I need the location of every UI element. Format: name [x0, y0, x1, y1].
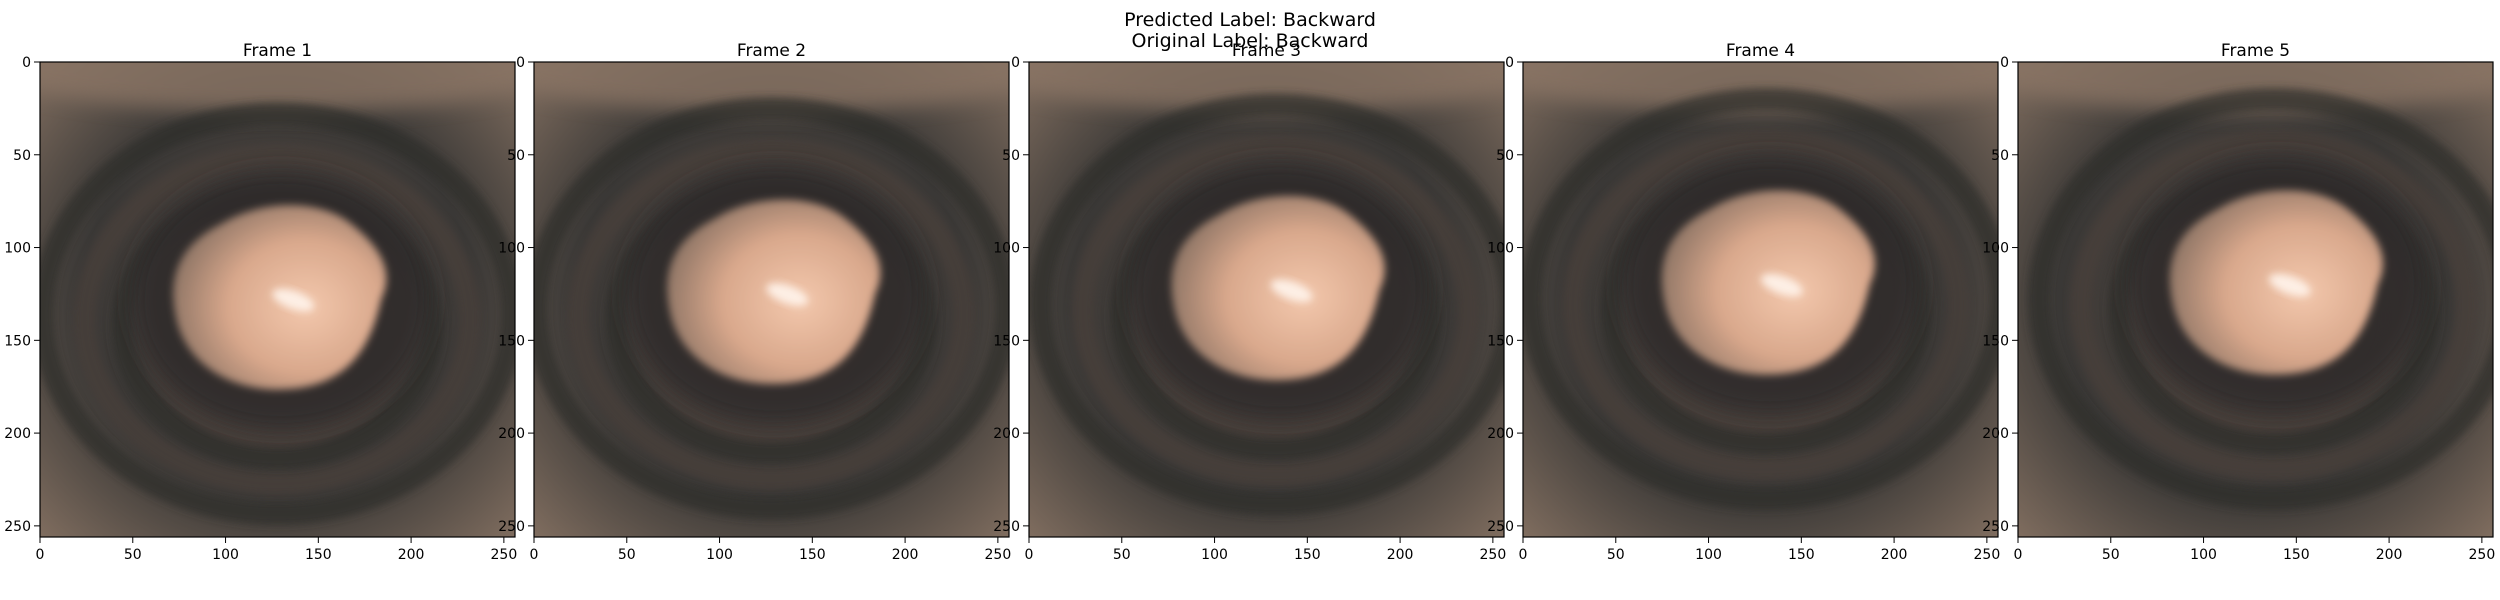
- frames-panel-group: Frame 1 0 50 100 150 200 250 0 50 100 150 200 250 Fra…: [4, 41, 2496, 563]
- y-tick-label: 0: [1011, 55, 1020, 71]
- x-tick-label: 150: [2283, 547, 2310, 563]
- frame-image: [2018, 62, 2493, 537]
- y-tick-label: 50: [1991, 148, 2009, 164]
- frame-axes-border: [533, 61, 1010, 538]
- y-tick-label: 150: [1487, 333, 1514, 349]
- x-tick-label: 150: [305, 547, 332, 563]
- y-tick-label: 250: [1487, 519, 1514, 535]
- frame-axes-border: [39, 61, 516, 538]
- x-tick-label: 150: [1294, 547, 1321, 563]
- y-tick-label: 100: [4, 241, 31, 257]
- y-tick-label: 150: [498, 333, 525, 349]
- y-tick-label: 50: [1496, 148, 1514, 164]
- y-tick-label: 250: [498, 519, 525, 535]
- x-tick-label: 150: [799, 547, 826, 563]
- x-tick-label: 0: [36, 547, 45, 563]
- x-tick-label: 100: [2190, 547, 2217, 563]
- y-tick-label: 100: [993, 241, 1020, 257]
- x-tick-label: 200: [398, 547, 425, 563]
- x-tick-label: 0: [2014, 547, 2023, 563]
- x-tick-label: 200: [892, 547, 919, 563]
- x-tick-label: 50: [1113, 547, 1131, 563]
- x-tick-label: 0: [1519, 547, 1528, 563]
- y-tick-label: 200: [1487, 426, 1514, 442]
- x-tick-label: 50: [124, 547, 142, 563]
- y-tick-label: 200: [498, 426, 525, 442]
- x-tick-label: 200: [1387, 547, 1414, 563]
- frame-title: Frame 4: [1726, 41, 1795, 61]
- frame-title: Frame 5: [2221, 41, 2290, 61]
- y-tick-label: 200: [1982, 426, 2009, 442]
- x-tick-label: 50: [2102, 547, 2120, 563]
- y-tick-label: 50: [507, 148, 525, 164]
- y-tick-label: 100: [498, 241, 525, 257]
- frame-image: [1523, 62, 1998, 537]
- y-tick-label: 100: [1487, 241, 1514, 257]
- frame-axes-border: [1522, 61, 1999, 538]
- y-tick-label: 250: [1982, 519, 2009, 535]
- x-tick-label: 0: [530, 547, 539, 563]
- frame-title: Frame 1: [243, 41, 312, 61]
- x-tick-label: 250: [985, 547, 1012, 563]
- y-tick-label: 50: [1002, 148, 1020, 164]
- frame-title: Frame 3: [1232, 41, 1301, 61]
- x-tick-label: 200: [1881, 547, 1908, 563]
- x-tick-label: 200: [2376, 547, 2403, 563]
- x-tick-label: 100: [212, 547, 239, 563]
- frame-image: [1029, 62, 1504, 537]
- frame-axes-border: [1028, 61, 1505, 538]
- x-tick-label: 150: [1788, 547, 1815, 563]
- x-tick-label: 250: [1974, 547, 2001, 563]
- figure-suptitle-predicted: Predicted Label: Backward: [1124, 9, 1376, 31]
- x-tick-label: 0: [1025, 547, 1034, 563]
- frame-axes-border: [2017, 61, 2494, 538]
- x-tick-label: 100: [1201, 547, 1228, 563]
- x-tick-label: 250: [2469, 547, 2496, 563]
- frame-image: [534, 62, 1009, 537]
- y-tick-label: 0: [2000, 55, 2009, 71]
- x-tick-label: 250: [491, 547, 518, 563]
- y-tick-label: 150: [1982, 333, 2009, 349]
- y-tick-label: 0: [1505, 55, 1514, 71]
- y-tick-label: 50: [13, 148, 31, 164]
- x-tick-label: 100: [706, 547, 733, 563]
- y-tick-label: 0: [22, 55, 31, 71]
- x-tick-label: 250: [1480, 547, 1507, 563]
- x-tick-label: 50: [618, 547, 636, 563]
- y-tick-label: 250: [993, 519, 1020, 535]
- y-tick-label: 200: [4, 426, 31, 442]
- frame-image: [40, 62, 515, 537]
- y-tick-label: 200: [993, 426, 1020, 442]
- frame-title: Frame 2: [737, 41, 806, 61]
- y-tick-label: 150: [4, 333, 31, 349]
- y-tick-label: 100: [1982, 241, 2009, 257]
- y-tick-label: 150: [993, 333, 1020, 349]
- y-tick-label: 0: [516, 55, 525, 71]
- x-tick-label: 100: [1695, 547, 1722, 563]
- x-tick-label: 50: [1607, 547, 1625, 563]
- figure-suptitle-original: Original Label: Backward: [1131, 30, 1369, 52]
- y-tick-label: 250: [4, 519, 31, 535]
